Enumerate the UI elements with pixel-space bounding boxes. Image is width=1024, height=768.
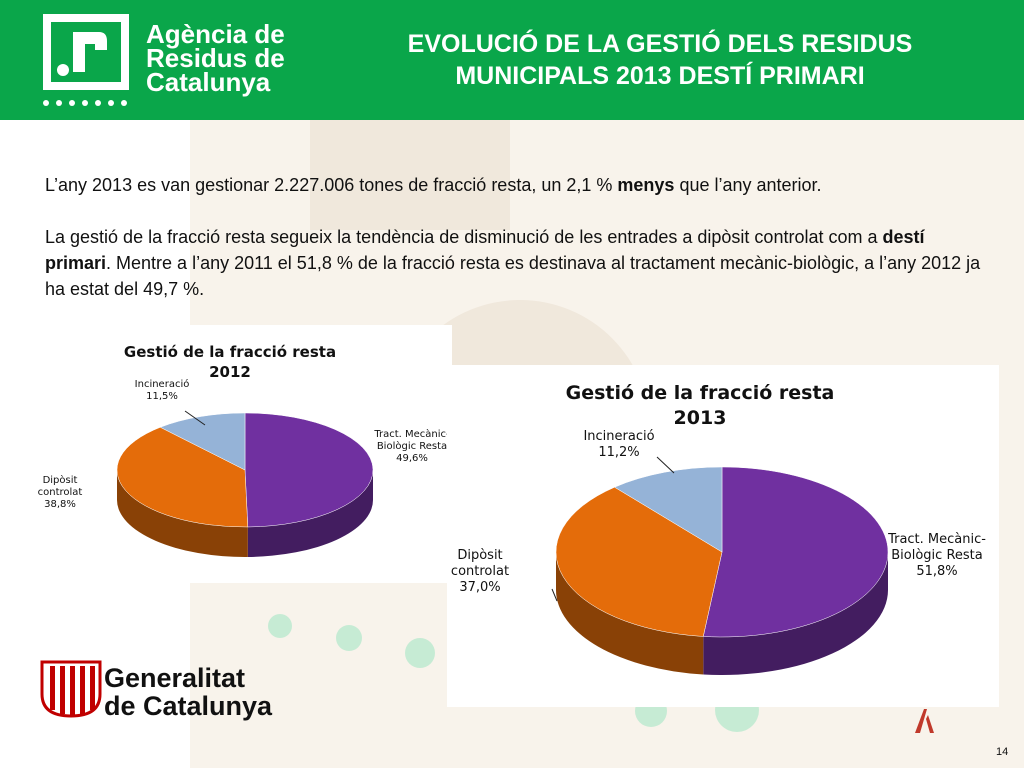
pie-slice-1 — [555, 486, 723, 637]
pie-slice-0 — [244, 412, 374, 528]
chart-title: Gestió de la fracció resta 2013 — [566, 382, 835, 429]
pie-side-1 — [556, 552, 704, 675]
paragraph-2-bold: destí primari — [45, 227, 925, 273]
pie-slice-2 — [159, 412, 246, 471]
leader-line-2 — [184, 410, 206, 426]
pie-slice-2 — [614, 466, 723, 553]
page-title-line-1: EVOLUCIÓ DE LA GESTIÓ DELS RESIDUS — [407, 30, 913, 58]
agency-name: Agència de Residus de Catalunya — [146, 19, 356, 97]
decorative-mark-icon — [912, 705, 938, 735]
paragraph-2: La gestió de la fracció resta segueix la… — [45, 224, 985, 302]
generalitat-logo-icon — [40, 660, 102, 718]
agency-name-line-1: Agència de — [146, 19, 285, 49]
slice-label-0: Tract. Mecànic-Biològic Resta 51,8% — [887, 532, 986, 579]
paragraph-1: L’any 2013 es van gestionar 2.227.006 to… — [45, 172, 985, 198]
paragraph-2-text: La gestió de la fracció resta segueix la… — [45, 227, 883, 247]
leader-line-2 — [656, 456, 675, 474]
slice-label-2: Incineració 11,2% — [583, 429, 654, 460]
pie-slice-1 — [116, 426, 249, 528]
slice-label-1: Dipòsit controlat 37,0% — [451, 548, 509, 595]
page-number: 14 — [996, 746, 1009, 758]
pie-slice-0 — [702, 466, 889, 638]
slice-label-0: Tract. Mecànic-Biològic Resta 49,6% — [373, 428, 450, 464]
generalitat-name-line-2: de Catalunya — [104, 691, 273, 721]
pie-sides — [556, 552, 888, 675]
page-title: EVOLUCIÓ DE LA GESTIÓ DELS RESIDUS MUNIC… — [350, 28, 970, 92]
pie-chart-2012: Gestió de la fracció resta 2012 Tract. Mec… — [0, 325, 452, 583]
slice-label-2: Incineració 11,5% — [135, 378, 190, 402]
leader-line-1 — [551, 588, 558, 602]
pie-side-1 — [117, 470, 248, 557]
paragraph-1-text: L’any 2013 es van gestionar 2.227.006 to… — [45, 175, 618, 195]
paragraph-1-end: que l’any anterior. — [674, 175, 822, 195]
page-title-line-2: MUNICIPALS 2013 DESTÍ PRIMARI — [455, 62, 865, 90]
pie-side-0 — [247, 470, 373, 557]
generalitat-name-line-1: Generalitat — [104, 663, 246, 693]
header-banner: Agència de Residus de Catalunya EVOLUCIÓ… — [0, 0, 1024, 120]
paragraph-1-bold: menys — [617, 175, 675, 195]
generalitat-name: Generalitat de Catalunya — [104, 664, 272, 720]
agency-logo-icon — [43, 14, 129, 90]
body-text: L’any 2013 es van gestionar 2.227.006 to… — [45, 172, 985, 328]
agency-name-line-3: Catalunya — [146, 67, 271, 97]
paragraph-2-end: . Mentre a l’any 2011 el 51,8 % de la fr… — [45, 253, 981, 299]
chart-title: Gestió de la fracció resta 2012 — [124, 343, 336, 381]
pie-sides — [117, 470, 373, 557]
pie-side-0 — [703, 552, 888, 675]
logo-dots-decoration — [43, 100, 133, 110]
pie-chart-2013: Gestió de la fracció resta 2013 Tract. Mec… — [447, 365, 999, 707]
slice-label-1: Dipòsit controlat 38,8% — [38, 474, 83, 510]
agency-name-line-2: Residus de — [146, 43, 285, 73]
